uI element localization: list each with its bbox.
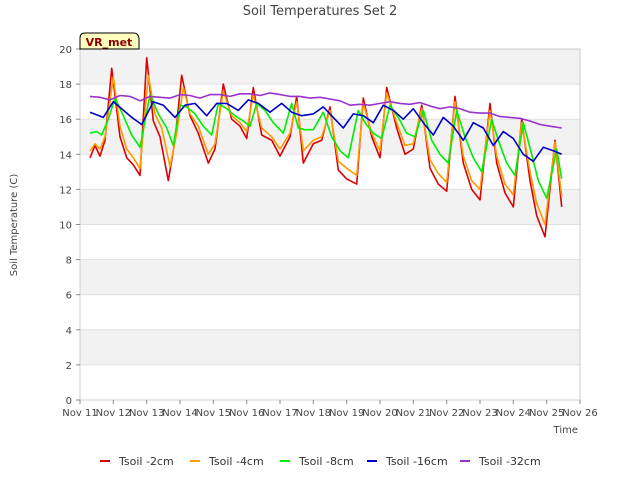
plot-band xyxy=(80,189,580,225)
x-tick-label: Nov 14 xyxy=(162,408,197,419)
vr-met-badge: VR_met xyxy=(79,32,140,50)
x-tick-label: Nov 19 xyxy=(329,408,364,419)
x-tick-label: Nov 15 xyxy=(196,408,231,419)
x-tick-label: Nov 24 xyxy=(496,408,531,419)
x-tick-label: Nov 17 xyxy=(262,408,297,419)
legend-label: Tsoil -8cm xyxy=(298,455,354,468)
y-tick-label: 6 xyxy=(66,291,72,302)
y-tick-label: 20 xyxy=(59,45,72,56)
y-tick-label: 16 xyxy=(59,115,72,126)
series-lines xyxy=(89,56,563,238)
x-tick-label: Nov 26 xyxy=(562,408,597,419)
plot-band xyxy=(80,329,580,365)
x-tick-label: Nov 16 xyxy=(229,408,264,419)
legend-label: Tsoil -2cm xyxy=(118,455,174,468)
x-axis-label: Time xyxy=(553,425,578,436)
y-tick-label: 0 xyxy=(66,396,72,407)
plot-band xyxy=(80,49,580,85)
series-line-tsoil-16cm xyxy=(89,99,563,163)
badge-label: VR_met xyxy=(86,36,133,49)
series-line-tsoil-2cm xyxy=(89,56,563,238)
y-axis-ticks: 0 2 4 6 8 10 12 14 16 18 20 xyxy=(59,45,80,407)
series-line-tsoil-8cm xyxy=(89,93,563,199)
legend: Tsoil -2cm Tsoil -4cm Tsoil -8cm Tsoil -16c… xyxy=(100,455,541,468)
y-tick-label: 14 xyxy=(59,150,72,161)
x-tick-label: Nov 22 xyxy=(429,408,464,419)
chart-title: Soil Temperatures Set 2 xyxy=(243,4,398,19)
y-tick-label: 8 xyxy=(66,256,72,267)
x-tick-label: Nov 21 xyxy=(396,408,431,419)
x-tick-label: Nov 11 xyxy=(62,408,97,419)
y-tick-label: 12 xyxy=(59,185,72,196)
series-line-tsoil-4cm xyxy=(89,74,563,226)
y-axis-label: Soil Temperature (C) xyxy=(9,174,20,277)
x-tick-label: Nov 12 xyxy=(96,408,131,419)
x-tick-label: Nov 20 xyxy=(362,408,397,419)
x-tick-label: Nov 23 xyxy=(462,408,497,419)
series-line-tsoil-32cm xyxy=(89,92,562,129)
y-tick-label: 4 xyxy=(66,326,72,337)
x-tick-label: Nov 13 xyxy=(129,408,164,419)
y-tick-label: 10 xyxy=(59,221,72,232)
legend-label: Tsoil -16cm xyxy=(385,455,448,468)
plot-band xyxy=(80,259,580,295)
y-tick-label: 18 xyxy=(59,80,72,91)
legend-label: Tsoil -4cm xyxy=(208,455,264,468)
x-tick-label: Nov 25 xyxy=(529,408,564,419)
legend-label: Tsoil -32cm xyxy=(478,455,541,468)
x-tick-label: Nov 18 xyxy=(296,408,331,419)
y-tick-label: 2 xyxy=(66,361,72,372)
plot-bands xyxy=(80,49,580,365)
